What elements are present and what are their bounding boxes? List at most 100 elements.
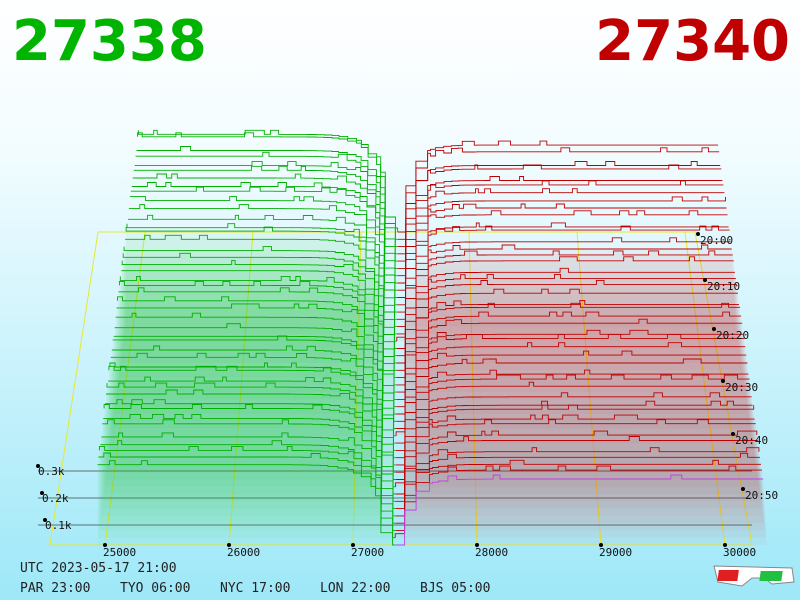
bid-depth-line (133, 165, 398, 269)
bid-depth-line (125, 226, 397, 328)
ask-area (396, 268, 739, 349)
bid-area (111, 346, 396, 436)
ask-area (396, 245, 736, 327)
volume-label: 0.2k (42, 492, 69, 505)
bid-depth-line (101, 432, 396, 517)
time-label: 20:10 (707, 280, 740, 293)
bid-depth-line (128, 214, 397, 313)
ask-depth-line (395, 474, 764, 546)
bid-depth-line (110, 352, 396, 444)
bid-area (101, 432, 396, 516)
time-tick (696, 232, 700, 236)
bid-depth-line (114, 323, 397, 415)
ask-depth-line (394, 465, 762, 538)
ask-area (396, 280, 741, 364)
ask-depth-line (397, 176, 723, 262)
bid-depth-line (115, 312, 397, 408)
ask-depth-line (395, 392, 752, 466)
bid-depth-line (98, 445, 396, 531)
time-tick (712, 327, 716, 331)
3d-glasses-icon[interactable] (713, 565, 795, 587)
bid-depth-line (113, 335, 397, 422)
price-tick (599, 543, 603, 547)
ask-area (395, 466, 766, 538)
axis-labels: 0.3k 0.2k 0.1k 25000 26000 27000 28000 29000 300… (36, 232, 778, 559)
ask-depth-line (396, 369, 749, 444)
price-label: 30000 (723, 546, 756, 559)
plane-outline (49, 231, 753, 546)
zone-time: PAR 23:00 (20, 581, 90, 596)
time-label: 20:50 (745, 489, 778, 502)
bid-depth-line (125, 234, 397, 335)
volume-label: 0.3k (38, 465, 65, 478)
ask-depth-line (395, 374, 750, 451)
bid-area (103, 414, 396, 502)
ask-area (395, 370, 753, 444)
price-tick (103, 543, 107, 547)
ask-depth-line (395, 430, 758, 502)
bid-depth-line (136, 146, 398, 248)
ask-depth-line (397, 140, 719, 233)
ask-depth-line (397, 147, 720, 240)
bid-depth-line (135, 151, 398, 255)
ask-area (395, 475, 768, 545)
time-label: 20:20 (716, 329, 749, 342)
bid-depth-line (118, 287, 397, 386)
ask-depth-line (397, 164, 722, 255)
bid-area (110, 353, 396, 444)
ask-depth-line (396, 350, 747, 429)
time-label: 20:00 (700, 234, 733, 247)
ask-area (396, 300, 743, 378)
bid-area (104, 404, 396, 495)
ask-depth-line (395, 436, 758, 510)
bid-area (100, 440, 396, 524)
ask-depth-line (396, 244, 732, 328)
price-grid-line (104, 231, 146, 546)
ask-area (395, 392, 756, 465)
bid-depth-line (103, 404, 396, 495)
bid-depth-line (119, 275, 397, 371)
zone-time: BJS 05:00 (420, 581, 490, 596)
ask-area (396, 312, 745, 393)
ask-area (395, 431, 761, 502)
time-tick (731, 432, 735, 436)
bid-area (114, 323, 397, 414)
time-zones: PAR 23:00 TYO 06:00 NYC 17:00 LON 22:00 BJS … (20, 581, 490, 596)
price-tick (723, 543, 727, 547)
time-tick (703, 278, 707, 282)
bid-area (108, 366, 396, 458)
depth-curves (97, 129, 768, 546)
bid-depth-line (118, 280, 397, 379)
bid-depth-line (105, 399, 396, 488)
bid-depth-line (137, 132, 398, 240)
ask-area (395, 436, 762, 509)
ask-area (396, 256, 738, 342)
volume-label: 0.1k (45, 519, 72, 532)
bid-depth-line (121, 260, 397, 357)
ask-depth-line (396, 311, 742, 393)
bid-depth-line (111, 345, 396, 437)
bid-depth-line (122, 252, 397, 349)
bid-depth-line (132, 173, 398, 277)
ask-depth-line (397, 237, 731, 320)
bid-area (106, 383, 396, 473)
ask-area (396, 342, 750, 422)
ask-depth-line (396, 250, 733, 335)
ask-depth-line (395, 414, 755, 487)
bid-area (99, 446, 396, 531)
ask-depth-line (395, 404, 755, 480)
time-tick (741, 487, 745, 491)
ask-depth-line (395, 452, 760, 524)
bid-area (102, 419, 396, 509)
bid-area (98, 453, 396, 538)
ask-depth-line (397, 210, 728, 298)
ask-area (396, 303, 744, 385)
ask-depth-line (396, 256, 734, 342)
volume-tick (43, 518, 47, 522)
ask-area (396, 250, 737, 334)
ask-depth-line (396, 267, 735, 349)
bid-area (119, 281, 397, 378)
price-grid-line (352, 231, 362, 546)
bid-depth-line (106, 382, 396, 473)
price-label: 25000 (103, 546, 136, 559)
